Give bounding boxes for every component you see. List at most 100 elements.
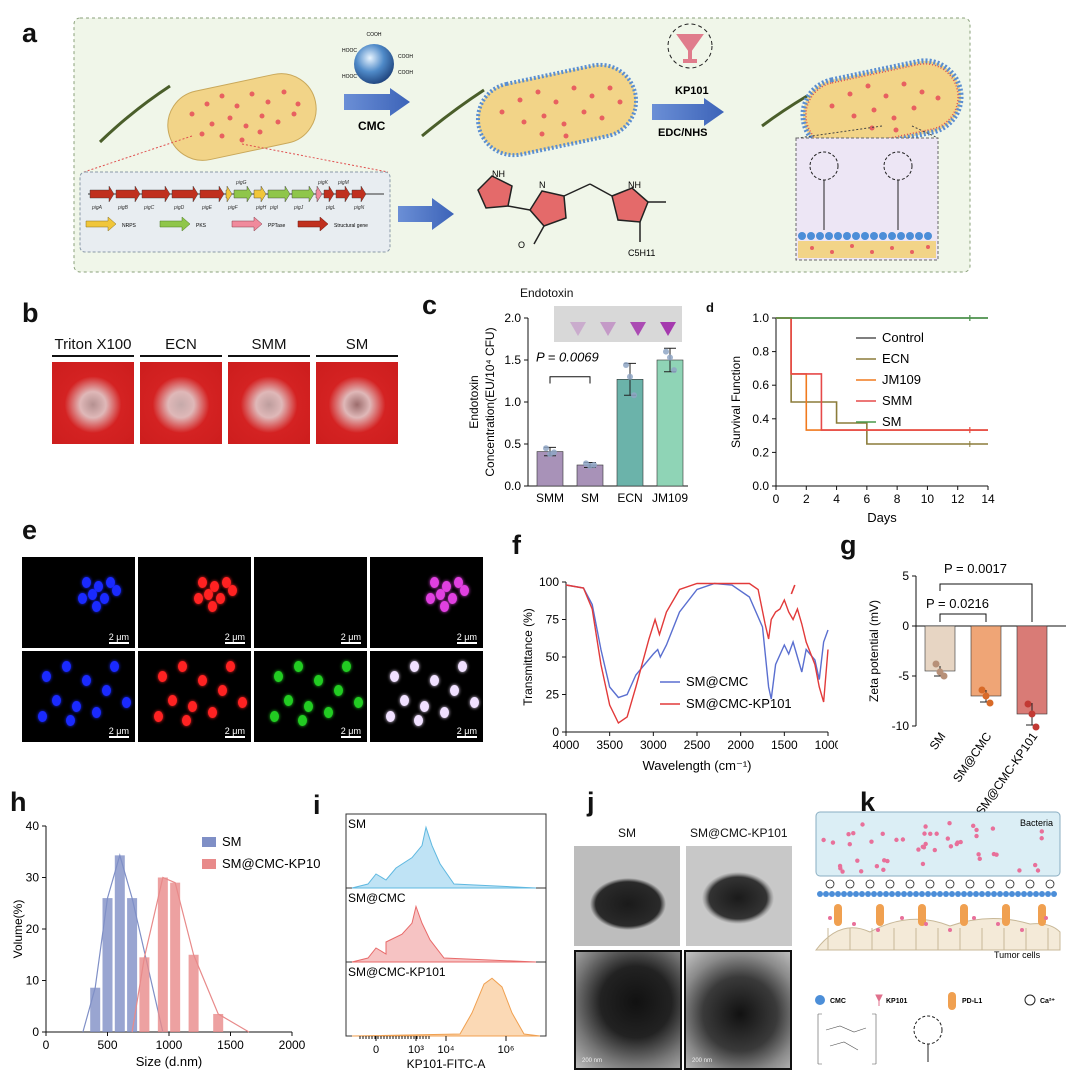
i-histogram-1 [351,904,537,963]
cell-particle [852,922,856,926]
bacteria-particle [838,866,843,871]
cmc-bead [1009,891,1015,897]
pig-gene-cluster: pigA pigB pigC pigD pigE pigF pigG pigH pigI pigJ… [79,171,391,253]
h-bar-1-1 [157,877,168,1032]
cmc-bead [1051,891,1057,897]
fluor-image-r2-c4: 2 μm [370,651,483,742]
pdl1-receptor-3 [960,904,968,926]
gene-pigL [323,185,335,203]
fluor-image-r2-c2: 2 μm [138,651,251,742]
d-ytick-label: 0.8 [752,345,769,359]
kp101-peptide-icon [667,23,713,69]
fluor-image-r2-c1: 2 μm [22,651,135,742]
tem-sm-low [574,846,680,946]
arrow-prodigiosin [398,198,454,230]
bacteria-particle [974,833,979,839]
gene-pigC [141,185,171,203]
h-ylabel: Volume(%) [11,900,25,959]
arrow-cmc [344,88,410,116]
g-bar-SM@CMC [970,625,1002,697]
h-ytick-label: 30 [26,871,40,885]
cmc-bead [955,891,961,897]
f-series-0 [565,582,829,700]
c-sig-bracket [549,376,591,384]
bacteria-particle [976,852,981,857]
cmc-bead [979,891,985,897]
pdl1-receptor-5 [1038,904,1046,926]
ca-ion [925,879,935,889]
cmc-bead [907,891,913,897]
g-ytick-label: -10 [892,719,910,733]
fluor-scale-bar: 2 μm [224,726,245,738]
f-ytick-label: 75 [546,613,560,627]
tem-sm-high: 200 nm [574,950,682,1070]
svg-text:Structural gene: Structural gene [334,223,368,229]
svg-text:NRPS: NRPS [122,223,137,229]
cmc-bead [937,891,943,897]
gene-pigF [225,185,233,203]
f-xtick-label: 2500 [684,738,711,752]
bacteria-label: Bacteria [1020,818,1053,828]
fluor-scale-bar: 2 μm [456,726,477,738]
cmc-bead [865,891,871,897]
gene-pigM [335,185,351,203]
c-p-value: P = 0.0069 [536,350,599,365]
gene-label-pigK: pigK [317,180,329,186]
endotoxin-tube-image [554,306,682,342]
gene-label-pigD: pigD [173,205,185,211]
bacteria-particle [923,824,928,829]
b-title-1: ECN [140,336,222,357]
bacteria-particle [928,831,933,837]
bacterium-native [98,73,317,161]
gene-label-pigJ: pigJ [293,205,304,211]
gene-label-pigH: pigH [255,205,267,211]
bacteria-particle [860,822,865,827]
c-point-SMM-2 [551,449,557,456]
gene-pigB [115,185,141,203]
cmc-bead [1027,891,1033,897]
f-ylabel: Transmittance (%) [521,608,535,706]
cmc-bead [853,891,859,897]
svg-text:PPTase: PPTase [268,223,285,229]
k-legend-pdl1: PD-L1 [962,998,982,1005]
h-curve-1 [131,876,250,1033]
g-ylabel: Zeta potential (mV) [867,600,881,702]
gene-pigG [233,185,253,203]
tem-kp101-low [686,846,792,946]
cmc-bead [991,891,997,897]
c-point-JM109-1 [667,354,673,361]
d-ylabel: Survival Function [729,356,743,448]
cell-particle [900,916,904,920]
h-xtick-label: 1000 [156,1038,183,1052]
prodigiosin-structure [477,175,666,245]
panel-k-schematic: Bacteria Tumor cells CMC KP101 PD-L1 Ca²… [814,811,1061,1065]
bacteria-particle [1039,829,1045,834]
cmc-bead [1015,891,1021,897]
i-histogram-2 [351,977,541,1037]
cmc-bead [1033,891,1039,897]
agar-plate-triton-x100 [52,362,134,444]
chart-d-survival: 0.0 0.2 0.4 0.6 0.8 1.0 0 2 4 6 8 10 12 14 Control ECN J… [729,311,995,525]
fluor-scale-bar: 2 μm [108,726,129,738]
bacteria-particle [990,826,996,831]
d-legend-SMM: SMM [882,393,912,408]
i-row-label-2: SM@CMC-KP101 [348,965,446,979]
d-xtick-label: 0 [773,492,780,506]
ca-ion [1025,879,1035,889]
cmc-bead [835,891,841,897]
surface-zoom-box [795,137,939,261]
i-xtick-label: 10³ [408,1044,424,1056]
h-bar-0-3 [127,898,138,1032]
h-xtick-label: 1500 [217,1038,244,1052]
f-xtick-label: 4000 [553,738,580,752]
panel-a-schematic: COOH COOH COOH HOOC HOOC CMC KP101 EDC/N… [73,17,971,273]
g-point-SM-0 [932,660,940,668]
bacteria-particle [916,847,921,852]
bacteria-particle [821,837,826,843]
fluor-image-r1-c1: 2 μm [22,557,135,648]
c-xtick-SMM: SMM [536,491,564,505]
d-xlabel: Days [867,510,897,525]
c-point-SMM-0 [543,445,549,452]
bacteria-particle [934,831,939,836]
